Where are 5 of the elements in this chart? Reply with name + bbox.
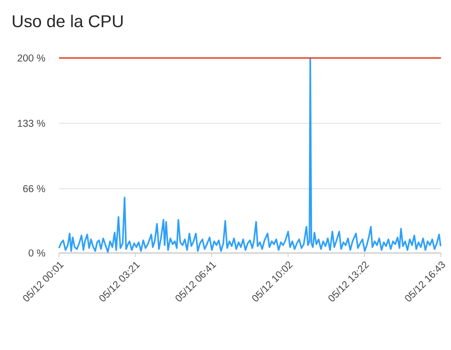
y-tick-label: 0 %	[28, 249, 46, 257]
y-tick-label: 200 %	[18, 54, 46, 62]
y-tick-label: 133 %	[18, 120, 46, 127]
chart-title: Uso de la CPU	[12, 14, 123, 28]
y-tick-label: 66 %	[23, 185, 46, 192]
